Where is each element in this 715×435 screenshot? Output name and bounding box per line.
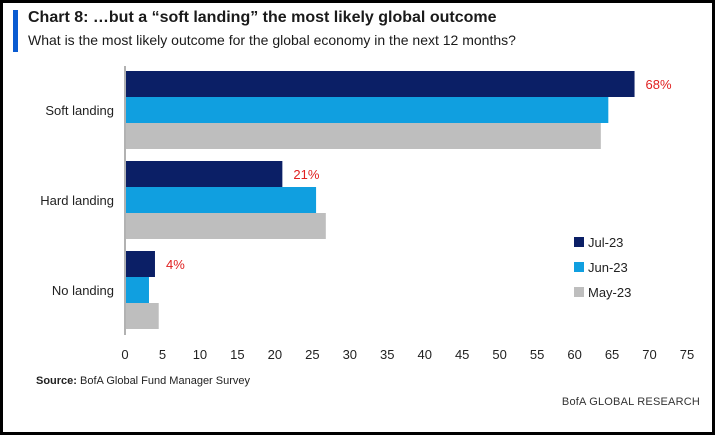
x-tick-label-10: 10 xyxy=(193,347,207,362)
bar-jul-23-2 xyxy=(126,251,155,277)
brand-label: BofA GLOBAL RESEARCH xyxy=(561,396,700,408)
legend-swatch-jul-23 xyxy=(574,237,584,247)
x-tick-label-60: 60 xyxy=(567,347,581,362)
legend-swatch-may-23 xyxy=(574,287,584,297)
source-text: BofA Global Fund Manager Survey xyxy=(80,375,251,387)
chart-subtitle: What is the most likely outcome for the … xyxy=(28,32,516,48)
bar-may-23-1 xyxy=(126,213,326,239)
bar-jun-23-0 xyxy=(126,97,609,123)
bar-jun-23-2 xyxy=(126,277,149,303)
legend-label-may-23: May-23 xyxy=(588,285,631,300)
bar-jul-23-1 xyxy=(126,161,283,187)
category-label-no-landing: No landing xyxy=(52,283,114,298)
x-tick-label-40: 40 xyxy=(417,347,431,362)
bar-chart: Soft landing 68% Hard landing 21% No landing… xyxy=(40,66,694,362)
category-label-soft-landing: Soft landing xyxy=(45,103,114,118)
x-tick-label-15: 15 xyxy=(230,347,244,362)
x-tick-label-45: 45 xyxy=(455,347,469,362)
x-tick-label-20: 20 xyxy=(268,347,282,362)
x-tick-label-50: 50 xyxy=(492,347,506,362)
source-note: Source: BofA Global Fund Manager Survey xyxy=(36,375,250,387)
x-tick-label-5: 5 xyxy=(159,347,166,362)
x-tick-label-75: 75 xyxy=(680,347,694,362)
x-tick-label-70: 70 xyxy=(642,347,656,362)
x-tick-label-35: 35 xyxy=(380,347,394,362)
bar-jul-23-0 xyxy=(126,71,635,97)
chart-title: Chart 8: …but a “soft landing” the most … xyxy=(28,9,497,26)
legend-label-jul-23: Jul-23 xyxy=(588,235,623,250)
category-label-hard-landing: Hard landing xyxy=(40,193,114,208)
legend-label-jun-23: Jun-23 xyxy=(588,260,628,275)
title-accent-bar xyxy=(13,10,18,52)
legend-swatch-jun-23 xyxy=(574,262,584,272)
x-tick-label-25: 25 xyxy=(305,347,319,362)
x-tick-label-30: 30 xyxy=(343,347,357,362)
bar-may-23-0 xyxy=(126,123,601,149)
data-label-1: 21% xyxy=(293,167,319,182)
x-tick-label-55: 55 xyxy=(530,347,544,362)
chart-frame: Chart 8: …but a “soft landing” the most … xyxy=(3,3,712,432)
source-label: Source: xyxy=(36,375,77,387)
data-label-0: 68% xyxy=(646,77,672,92)
x-tick-label-65: 65 xyxy=(605,347,619,362)
bar-jun-23-1 xyxy=(126,187,317,213)
data-label-2: 4% xyxy=(166,257,185,272)
x-tick-label-0: 0 xyxy=(121,347,128,362)
bar-may-23-2 xyxy=(126,303,159,329)
